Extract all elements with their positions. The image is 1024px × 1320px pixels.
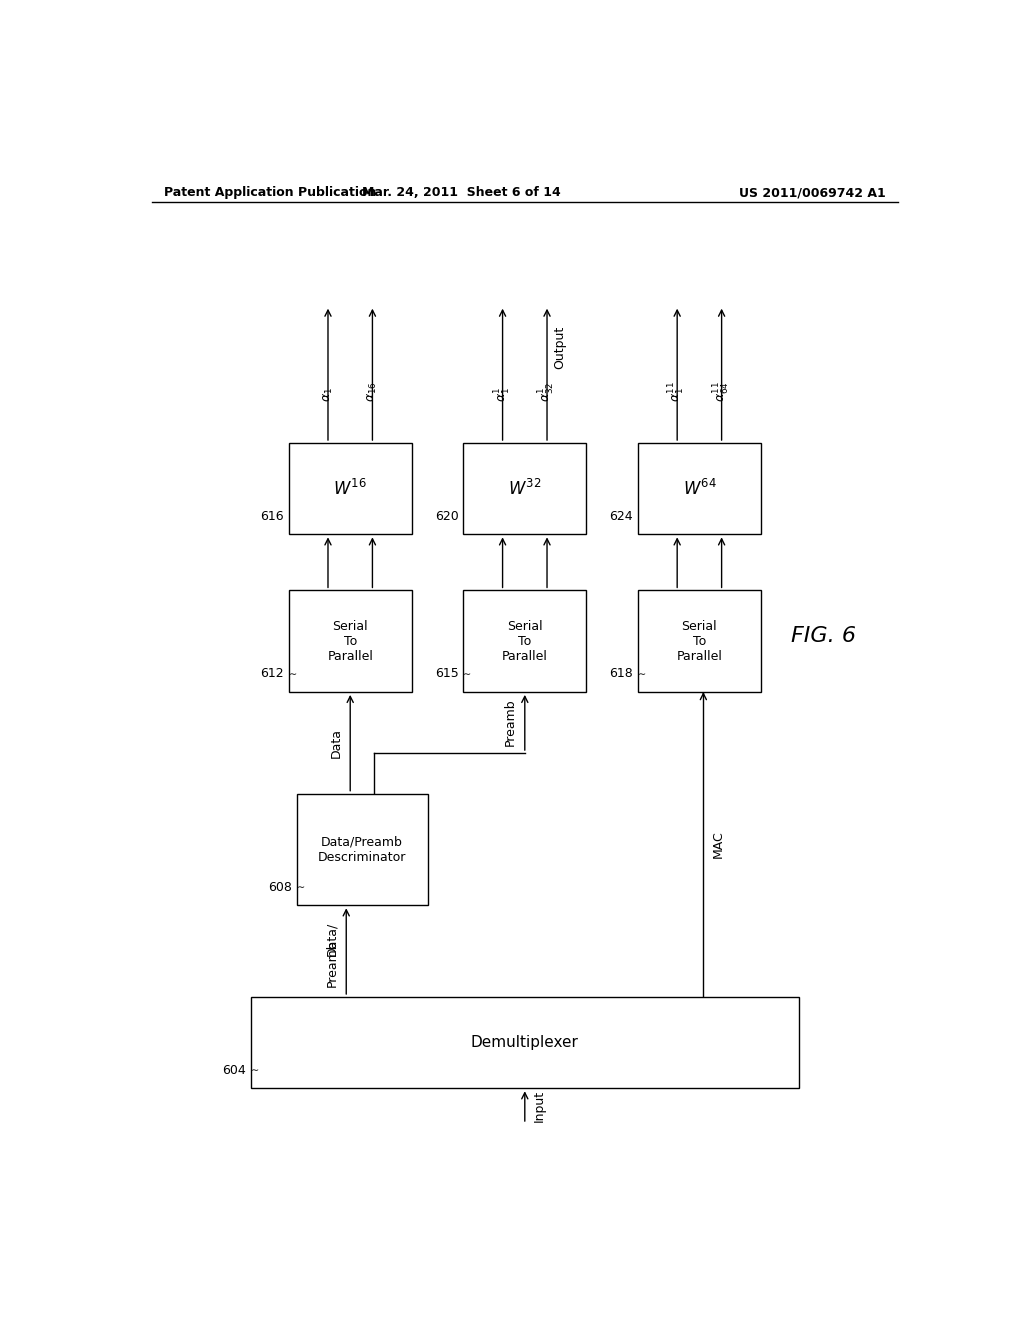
Text: 604: 604 <box>222 1064 246 1077</box>
Text: 618: 618 <box>609 667 633 680</box>
Text: ∼: ∼ <box>289 511 297 521</box>
Text: $W^{64}$: $W^{64}$ <box>683 479 716 499</box>
Text: Input: Input <box>532 1090 546 1122</box>
Text: ∼: ∼ <box>289 669 297 678</box>
FancyBboxPatch shape <box>297 793 428 906</box>
Text: 616: 616 <box>260 510 284 523</box>
Text: Serial
To
Parallel: Serial To Parallel <box>502 619 548 663</box>
FancyBboxPatch shape <box>289 590 412 692</box>
Text: $\alpha_1^1$: $\alpha_1^1$ <box>493 387 513 403</box>
Text: Patent Application Publication: Patent Application Publication <box>164 186 376 199</box>
Text: Serial
To
Parallel: Serial To Parallel <box>328 619 373 663</box>
Text: MAC: MAC <box>712 830 724 858</box>
Text: ∼: ∼ <box>251 1065 259 1074</box>
Text: $\alpha_{64}^{11}$: $\alpha_{64}^{11}$ <box>712 381 732 403</box>
Text: Output: Output <box>553 326 566 370</box>
Text: 615: 615 <box>435 667 459 680</box>
Text: ∼: ∼ <box>638 511 646 521</box>
FancyBboxPatch shape <box>463 444 587 535</box>
Text: Data: Data <box>330 727 342 758</box>
Text: Mar. 24, 2011  Sheet 6 of 14: Mar. 24, 2011 Sheet 6 of 14 <box>361 186 561 199</box>
Text: $W^{16}$: $W^{16}$ <box>334 479 367 499</box>
Text: 608: 608 <box>268 880 292 894</box>
Text: FIG. 6: FIG. 6 <box>791 626 856 645</box>
Text: ∼: ∼ <box>638 669 646 678</box>
Text: $W^{32}$: $W^{32}$ <box>508 479 542 499</box>
FancyBboxPatch shape <box>638 444 761 535</box>
Text: Demultiplexer: Demultiplexer <box>471 1035 579 1051</box>
FancyBboxPatch shape <box>463 590 587 692</box>
Text: 620: 620 <box>435 510 459 523</box>
Text: $\alpha_1^{11}$: $\alpha_1^{11}$ <box>667 381 687 403</box>
Text: ∼: ∼ <box>297 882 305 892</box>
Text: $\alpha_{32}^1$: $\alpha_{32}^1$ <box>537 381 557 403</box>
Text: ∼: ∼ <box>463 511 471 521</box>
FancyBboxPatch shape <box>638 590 761 692</box>
Text: 612: 612 <box>260 667 284 680</box>
Text: US 2011/0069742 A1: US 2011/0069742 A1 <box>739 186 886 199</box>
FancyBboxPatch shape <box>251 997 799 1089</box>
Text: Preamb: Preamb <box>326 940 338 987</box>
Text: 624: 624 <box>609 510 633 523</box>
Text: Serial
To
Parallel: Serial To Parallel <box>677 619 722 663</box>
Text: Preamb: Preamb <box>504 698 517 746</box>
Text: Data/Preamb
Descriminator: Data/Preamb Descriminator <box>317 836 407 863</box>
Text: Data/: Data/ <box>326 921 338 956</box>
Text: ∼: ∼ <box>463 669 471 678</box>
Text: $\alpha_1$: $\alpha_1$ <box>322 387 335 403</box>
Text: $\alpha_{16}$: $\alpha_{16}$ <box>366 381 379 403</box>
FancyBboxPatch shape <box>289 444 412 535</box>
